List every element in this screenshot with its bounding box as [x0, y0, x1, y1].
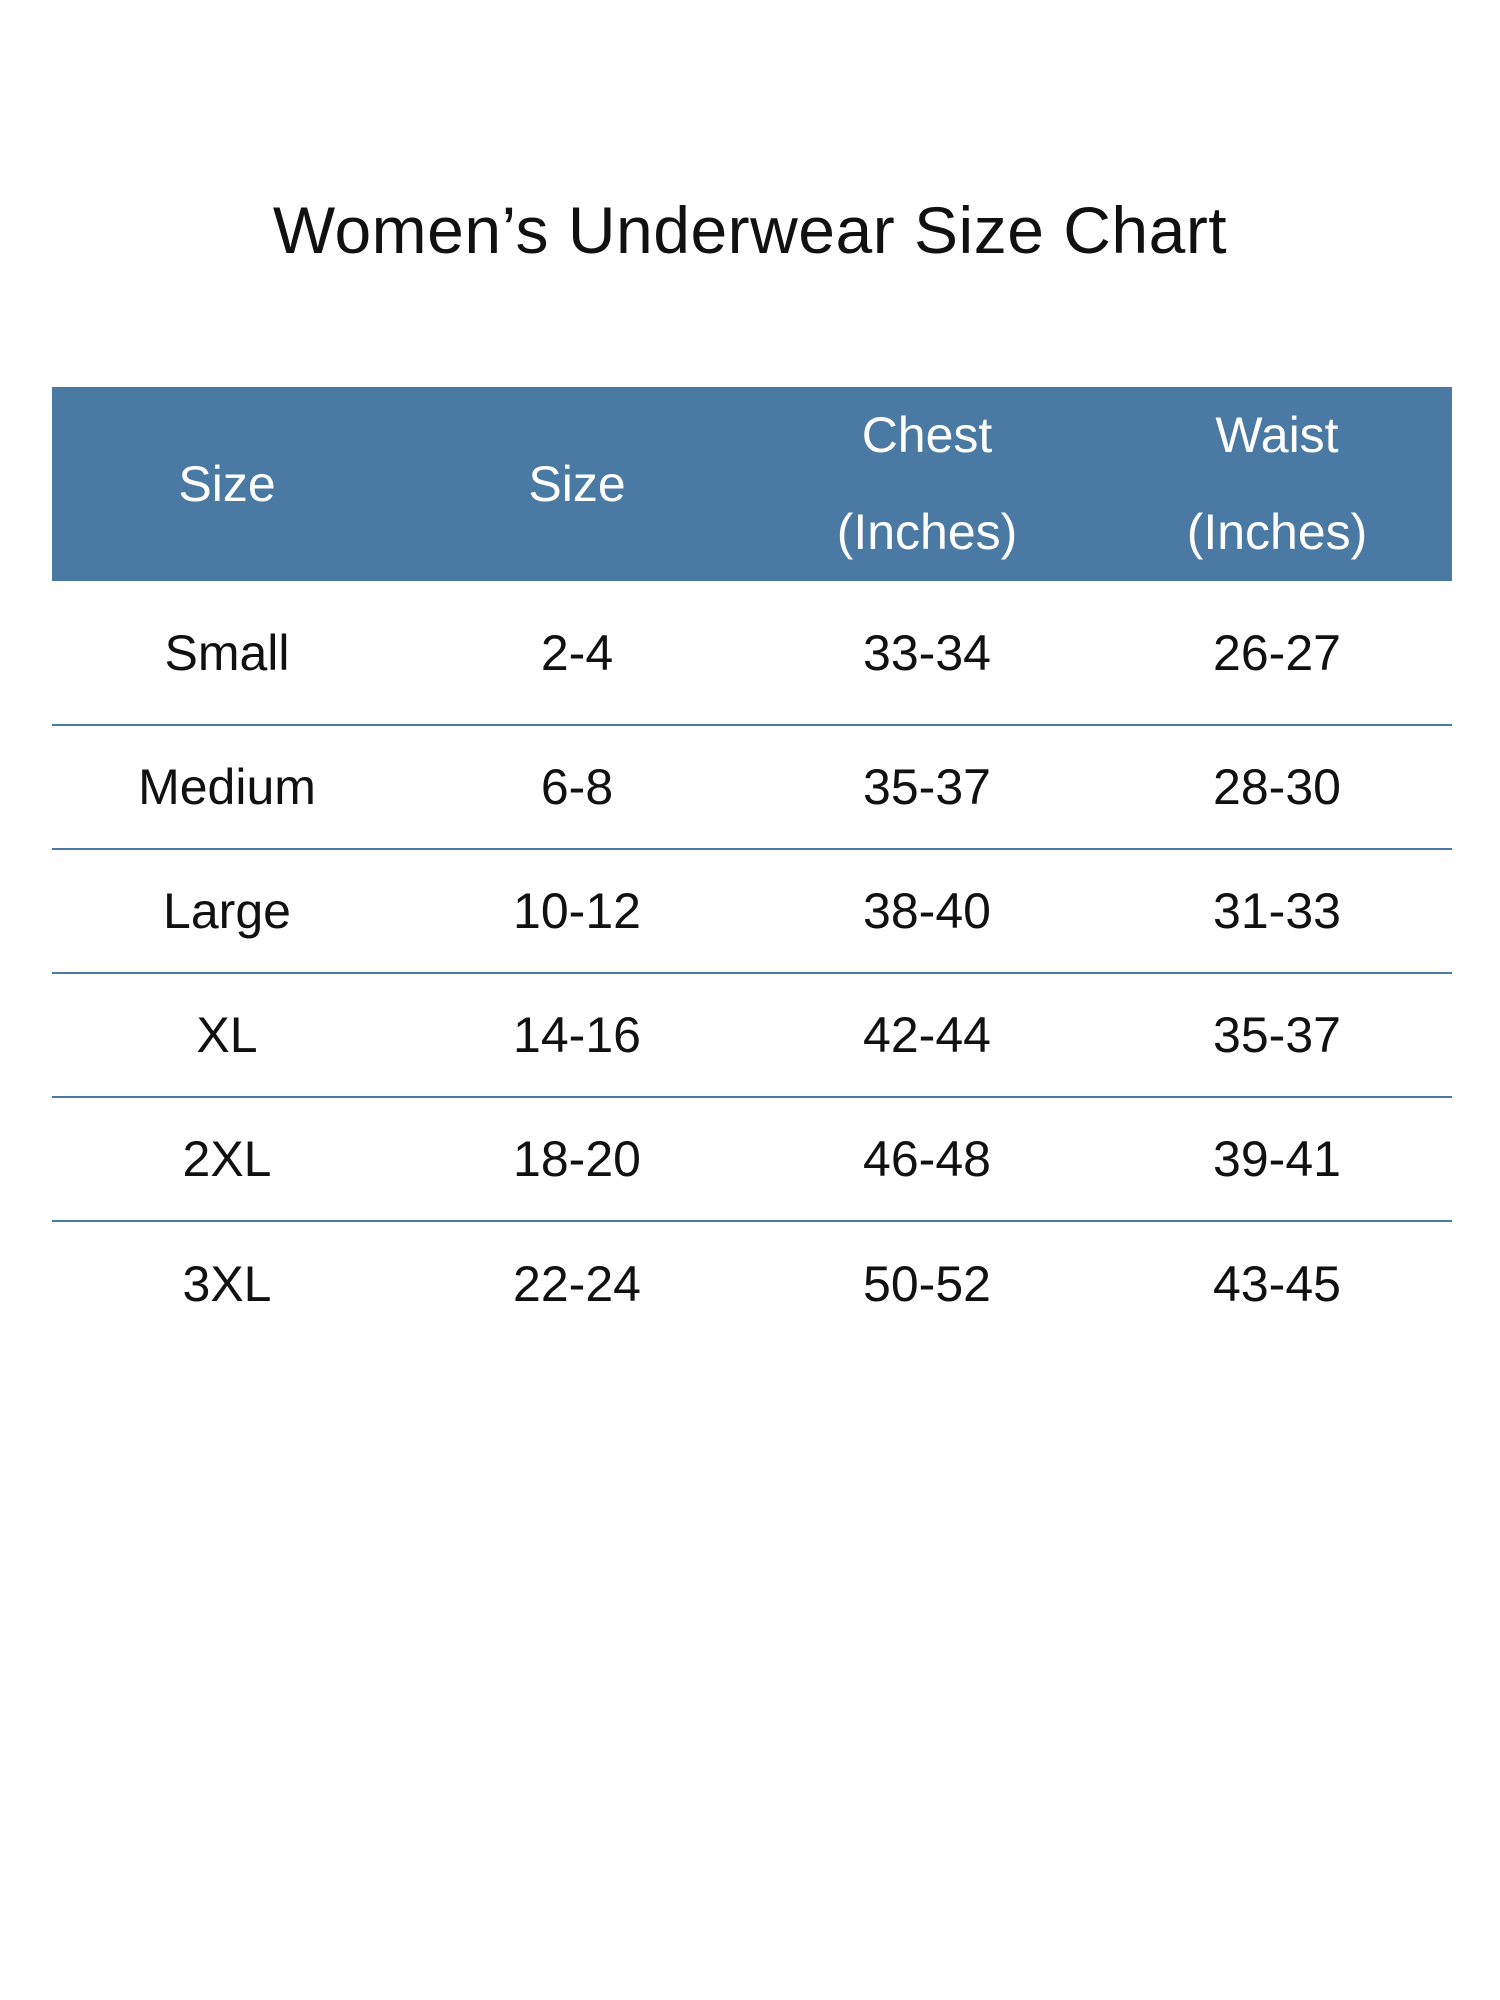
- table-row: Large 10-12 38-40 31-33: [52, 849, 1452, 973]
- header-row: Size Size Chest (Inches) Waist (Inches): [52, 387, 1452, 581]
- table-header: Size Size Chest (Inches) Waist (Inches): [52, 387, 1452, 581]
- table-row: Medium 6-8 35-37 28-30: [52, 725, 1452, 849]
- cell-letter-size: Medium: [138, 759, 316, 815]
- cell-waist: 31-33: [1213, 883, 1341, 939]
- column-header-label: Waist: [1215, 407, 1339, 463]
- cell-letter-size: Large: [163, 883, 291, 939]
- cell-chest: 33-34: [863, 624, 991, 681]
- cell-chest: 46-48: [863, 1131, 991, 1187]
- column-header-label: Size: [528, 455, 626, 512]
- table-body: Small 2-4 33-34 26-27 Medium 6-8 35-37 2…: [52, 581, 1452, 1345]
- table-row: Small 2-4 33-34 26-27: [52, 581, 1452, 725]
- table-row: XL 14-16 42-44 35-37: [52, 973, 1452, 1097]
- column-header-chest: Chest (Inches): [752, 387, 1102, 581]
- cell-chest: 35-37: [863, 759, 991, 815]
- page-title: Women’s Underwear Size Chart: [272, 193, 1228, 267]
- cell-letter-size: XL: [196, 1007, 258, 1063]
- cell-letter-size: 3XL: [182, 1255, 272, 1312]
- cell-numeric-size: 18-20: [513, 1131, 641, 1187]
- column-header-label: Chest: [861, 407, 993, 463]
- cell-waist: 35-37: [1213, 1007, 1341, 1063]
- cell-numeric-size: 14-16: [513, 1007, 641, 1063]
- cell-numeric-size: 22-24: [513, 1255, 641, 1312]
- cell-numeric-size: 6-8: [540, 759, 614, 815]
- cell-numeric-size: 2-4: [540, 624, 614, 681]
- column-header-unit: (Inches): [1186, 504, 1368, 560]
- table-row: 3XL 22-24 50-52 43-45: [52, 1221, 1452, 1345]
- cell-letter-size: 2XL: [182, 1131, 272, 1187]
- cell-waist: 26-27: [1213, 624, 1341, 681]
- cell-numeric-size: 10-12: [513, 883, 641, 939]
- column-header-numeric-size: Size: [402, 387, 752, 581]
- cell-waist: 39-41: [1213, 1131, 1341, 1187]
- cell-chest: 38-40: [863, 883, 991, 939]
- cell-chest: 42-44: [863, 1007, 991, 1063]
- cell-chest: 50-52: [863, 1255, 991, 1312]
- column-header-label: Size: [178, 455, 276, 512]
- cell-waist: 28-30: [1213, 759, 1341, 815]
- column-header-waist: Waist (Inches): [1102, 387, 1452, 581]
- cell-waist: 43-45: [1213, 1255, 1341, 1312]
- cell-letter-size: Small: [164, 624, 290, 681]
- column-header-unit: (Inches): [836, 504, 1018, 560]
- column-header-letter-size: Size: [52, 387, 402, 581]
- size-chart-table: Size Size Chest (Inches) Waist (Inches) …: [52, 387, 1452, 1345]
- table-row: 2XL 18-20 46-48 39-41: [52, 1097, 1452, 1221]
